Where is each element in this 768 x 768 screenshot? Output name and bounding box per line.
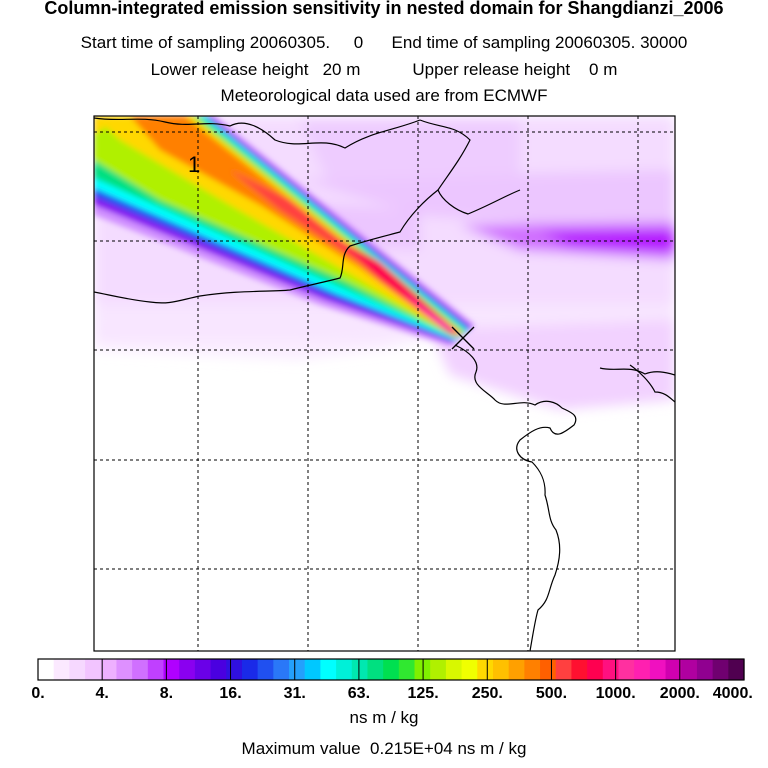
colorbar-swatch [69, 659, 86, 680]
colorbar-swatch [696, 659, 714, 680]
colorbar-swatch [241, 659, 259, 680]
colorbar-swatch [587, 659, 604, 680]
colorbar-swatch [53, 659, 70, 680]
colorbar-swatch [367, 659, 384, 680]
colorbar-swatch [571, 659, 588, 680]
colorbar-tick-label: 63. [347, 685, 371, 702]
colorbar-swatch [304, 659, 321, 680]
colorbar-swatch [132, 659, 149, 680]
colorbar-swatch [681, 659, 698, 680]
colorbar-swatch [524, 659, 541, 680]
colorbar-tick-label: 125. [407, 685, 439, 702]
colorbar-swatch [210, 659, 227, 680]
colorbar-tick-label: 2000. [659, 685, 700, 702]
colorbar-tick-label: 1000. [595, 685, 636, 702]
colorbar-swatch [351, 659, 369, 680]
colorbar-swatch [540, 659, 557, 680]
colorbar-swatch [398, 659, 416, 680]
colorbar-swatch [602, 659, 620, 680]
colorbar-swatch [508, 659, 525, 680]
colorbar-swatch [289, 659, 306, 680]
colorbar-swatch [477, 659, 494, 680]
colorbar-swatch [430, 659, 447, 680]
colorbar-tick-label: 4000. [712, 685, 753, 702]
colorbar-swatch [336, 659, 353, 680]
colorbar-swatch [179, 659, 196, 680]
lat-lon-grid [94, 116, 675, 651]
colorbar-swatch [147, 659, 165, 680]
colorbar-swatch [461, 659, 478, 680]
colorbar-swatch [163, 659, 180, 680]
colorbar-swatch [665, 659, 682, 680]
colorbar-swatch [273, 659, 290, 680]
coastlines [94, 117, 675, 651]
map-frame [93, 115, 676, 652]
colorbar-tick-label: 16. [219, 685, 242, 702]
colorbar-swatch [555, 659, 573, 680]
colorbar-swatch [85, 659, 102, 680]
colorbar-swatch [712, 659, 729, 680]
meteorology-line: Meteorological data used are from ECMWF [220, 86, 548, 105]
colorbar-swatch [226, 659, 243, 680]
colorbar-tick-label: 500. [535, 685, 568, 702]
colorbar-tick-label: 4. [95, 685, 109, 702]
colorbar-swatch [100, 659, 118, 680]
colorbar-swatch [116, 659, 133, 680]
colorbar-swatch [320, 659, 337, 680]
colorbar-swatch [445, 659, 463, 680]
sensitivity-field: 1 [94, 116, 675, 651]
colorbar-swatch [728, 659, 745, 680]
colorbar-swatch [38, 659, 55, 680]
colorbar-swatch [618, 659, 635, 680]
colorbar-swatch [649, 659, 667, 680]
sampling-time-line: Start time of sampling 20060305. 0 End t… [80, 33, 688, 52]
colorbar-tick-label: 31. [283, 685, 306, 702]
colorbar-frame [37, 658, 745, 681]
plume-contour-label: 1 [188, 152, 200, 177]
colorbar-swatch [492, 659, 510, 680]
colorbar-swatch [383, 659, 400, 680]
station-cross-marker [451, 326, 475, 350]
colorbar-units: ns m / kg [349, 708, 419, 727]
plot-title: Column-integrated emission sensitivity i… [44, 0, 724, 18]
colorbar-tick-label: 8. [159, 685, 174, 702]
colorbar-tick-label: 0. [31, 685, 45, 702]
colorbar-tick-label: 250. [471, 685, 503, 702]
release-height-line: Lower release height 20 m Upper release … [150, 60, 618, 79]
colorbar [37, 659, 745, 680]
colorbar-swatch [194, 659, 212, 680]
plume [94, 116, 475, 346]
maximum-value-text: Maximum value 0.215E+04 ns m / kg [241, 739, 527, 758]
colorbar-swatch [634, 659, 651, 680]
colorbar-swatch [257, 659, 274, 680]
